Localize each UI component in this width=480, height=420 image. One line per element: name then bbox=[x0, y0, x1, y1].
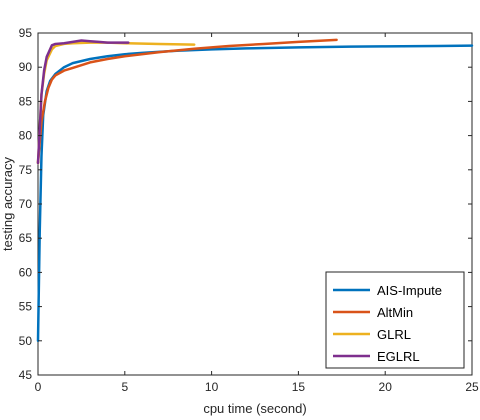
y-tick-label: 60 bbox=[19, 265, 33, 279]
series-line-eglrl bbox=[36, 39, 130, 165]
y-tick-label: 80 bbox=[19, 129, 33, 143]
x-tick-label: 5 bbox=[121, 380, 128, 394]
x-tick-label: 15 bbox=[292, 380, 306, 394]
x-tick-label: 10 bbox=[205, 380, 219, 394]
series-layer bbox=[36, 38, 474, 343]
y-tick-label: 90 bbox=[19, 60, 33, 74]
y-axis-ticks: 45 50 55 60 65 70 75 80 85 90 95 bbox=[19, 26, 472, 382]
y-tick-label: 85 bbox=[19, 94, 33, 108]
y-tick-label: 75 bbox=[19, 163, 33, 177]
x-axis-label: cpu time (second) bbox=[203, 401, 306, 416]
legend-entry-label: AltMin bbox=[377, 305, 413, 320]
x-tick-label: 25 bbox=[465, 380, 479, 394]
y-tick-label: 45 bbox=[19, 368, 33, 382]
x-tick-label: 0 bbox=[35, 380, 42, 394]
legend-box bbox=[325, 271, 465, 369]
y-tick-label: 70 bbox=[19, 197, 33, 211]
legend-entry-label: EGLRL bbox=[377, 349, 420, 364]
y-tick-label: 95 bbox=[19, 26, 33, 40]
series-line-altmin bbox=[36, 38, 338, 165]
y-tick-label: 50 bbox=[19, 334, 33, 348]
y-tick-label: 65 bbox=[19, 231, 33, 245]
legend-entry-label: AIS-Impute bbox=[377, 283, 442, 298]
legend-entry-label: GLRL bbox=[377, 327, 411, 342]
legend: AIS-Impute AltMin GLRL EGLRL bbox=[325, 271, 465, 369]
y-axis-label: testing accuracy bbox=[0, 157, 15, 251]
y-tick-label: 55 bbox=[19, 300, 33, 314]
x-tick-label: 20 bbox=[379, 380, 393, 394]
x-axis-ticks: 0 5 10 15 20 25 bbox=[35, 33, 479, 394]
